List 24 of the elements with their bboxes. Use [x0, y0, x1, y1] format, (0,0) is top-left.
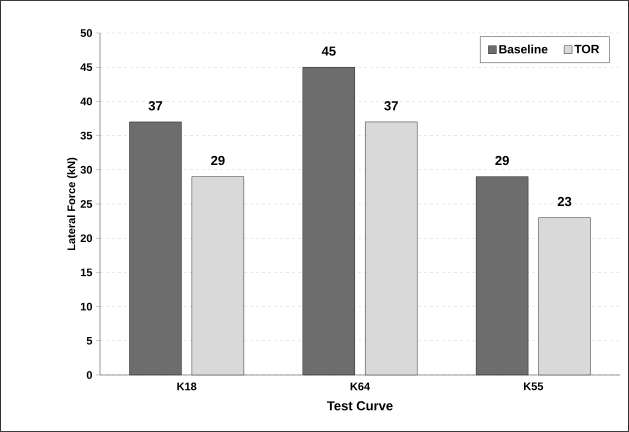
- data-label: 23: [558, 196, 572, 206]
- y-tick-label: 5: [86, 336, 92, 345]
- legend-label: Baseline: [499, 44, 548, 54]
- y-tick-label: 45: [80, 63, 92, 72]
- legend-label: TOR: [574, 44, 600, 54]
- x-tick-label: K55: [524, 382, 544, 390]
- data-label: 29: [211, 156, 225, 166]
- data-label: 29: [495, 156, 509, 166]
- y-tick-label: 0: [86, 371, 92, 379]
- y-tick-label: 10: [80, 302, 92, 310]
- x-tick-label: K18: [177, 382, 196, 390]
- y-tick-label: 50: [80, 29, 92, 37]
- y-tick-label: 40: [80, 98, 92, 106]
- data-label: 37: [384, 101, 398, 110]
- y-tick-label: 20: [80, 234, 92, 242]
- y-tick-label: 35: [80, 132, 92, 140]
- y-tick-label: 15: [80, 268, 92, 276]
- y-axis-title: Lateral Force (kN): [67, 158, 78, 250]
- x-tick-label: K64: [350, 382, 370, 390]
- y-tick-label: 30: [80, 166, 92, 174]
- data-label: 45: [322, 46, 336, 56]
- x-axis-title: Test Curve: [327, 401, 393, 410]
- y-tick-label: 25: [80, 200, 92, 208]
- data-label: 37: [148, 101, 162, 110]
